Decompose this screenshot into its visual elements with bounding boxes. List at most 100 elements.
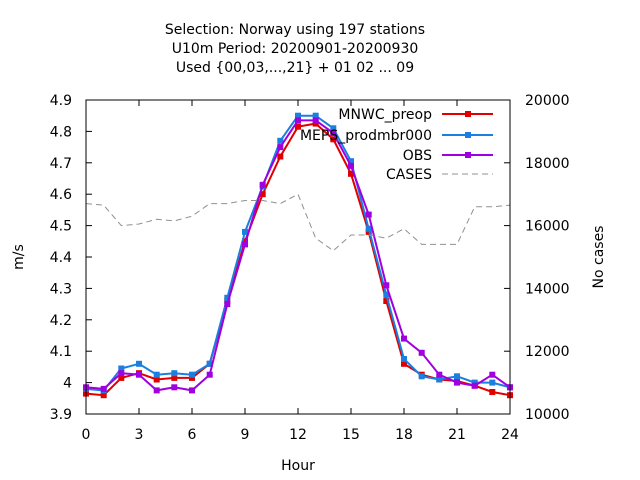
data-point [312, 120, 319, 127]
series-lines [83, 112, 513, 399]
data-point [489, 379, 496, 386]
data-point [171, 384, 178, 391]
data-point [153, 387, 160, 394]
series-line [85, 119, 511, 392]
legend-label: OBS [403, 148, 432, 164]
y-tick-label: 4.1 [50, 344, 72, 360]
data-point [224, 301, 231, 308]
y-tick-label: 3.9 [50, 407, 72, 423]
x-tick-label: 24 [501, 427, 519, 443]
data-point [259, 181, 266, 188]
x-tick-label: 12 [289, 427, 307, 443]
y-tick-label: 4 [63, 376, 72, 392]
data-point [401, 335, 407, 342]
data-point [312, 112, 319, 119]
legend-label: MEPS_prodmbr000 [300, 128, 432, 144]
data-point [383, 282, 390, 289]
data-point [348, 158, 354, 165]
data-point [295, 123, 301, 130]
chart-title: Selection: Norway using 197 stations U10m… [165, 22, 425, 76]
data-point [295, 112, 301, 119]
data-point [277, 137, 284, 144]
data-point [489, 371, 496, 378]
data-point [189, 374, 195, 381]
y-axis-label: m/s [11, 244, 27, 270]
data-point [418, 349, 425, 356]
data-point [118, 374, 125, 381]
y2-tick-label: 14000 [525, 281, 570, 297]
x-axis-label: Hour [281, 458, 315, 474]
legend-marker [465, 132, 471, 138]
series-line [85, 114, 511, 392]
data-point [454, 379, 460, 386]
y2-tick-label: 20000 [525, 93, 570, 109]
data-point [153, 371, 160, 378]
data-point [401, 356, 407, 362]
data-point [312, 117, 319, 124]
data-point [383, 298, 390, 304]
x-tick-label: 0 [82, 427, 91, 443]
data-point [189, 387, 195, 394]
data-point [189, 371, 195, 378]
data-point [418, 373, 425, 380]
y-tick-label: 4.4 [50, 250, 72, 266]
plot-frame [85, 99, 511, 415]
y2-tick-label: 10000 [525, 407, 570, 423]
data-point [100, 385, 107, 392]
legend-label: MNWC_preop [338, 107, 432, 123]
data-point [330, 125, 337, 132]
data-point [365, 211, 372, 218]
data-point [454, 373, 460, 380]
y2-tick-label: 12000 [525, 344, 570, 360]
data-point [153, 376, 160, 383]
legend-marker [465, 111, 471, 117]
data-point [118, 370, 125, 377]
y-tick-label: 4.6 [50, 187, 72, 203]
series-OBS [83, 117, 513, 394]
data-point [206, 360, 213, 367]
series-MEPS_prodmbr000 [83, 112, 513, 394]
data-point [171, 370, 178, 377]
data-point [171, 374, 178, 381]
y2-tick-label: 18000 [525, 156, 570, 172]
data-point [242, 228, 248, 235]
legend-label: CASES [386, 167, 432, 183]
data-point [136, 371, 142, 378]
data-point [436, 371, 443, 378]
y-tick-label: 4.2 [50, 313, 72, 329]
y2-axis-label: No cases [591, 226, 607, 289]
data-point [136, 360, 142, 367]
x-tick-label: 21 [448, 427, 466, 443]
y2-tick-label: 16000 [525, 219, 570, 235]
x-tick-label: 3 [135, 427, 144, 443]
x-tick-label: 9 [241, 427, 250, 443]
axis-ticks [85, 99, 511, 415]
series-CASES [85, 193, 511, 252]
data-point [401, 360, 407, 367]
series-line [85, 193, 511, 252]
x-tick-label: 6 [188, 427, 197, 443]
data-point [100, 392, 107, 399]
x-tick-label: 18 [395, 427, 413, 443]
data-point [471, 379, 478, 386]
data-point [436, 376, 443, 383]
data-point [489, 389, 496, 395]
tick-labels: 0 3 6 9 12 15 18 21 24 3.9 4 4.1 4.2 4.3 4.4 4.5 4.6 4.7 4… [50, 93, 570, 443]
data-point [330, 136, 337, 143]
data-point [224, 294, 231, 301]
chart-title-line: U10m Period: 20200901-20200930 [172, 41, 419, 57]
series-MNWC_preop [83, 120, 513, 399]
data-point [206, 371, 213, 378]
chart-title-line: Used {00,03,...,21} + 01 02 ... 09 [176, 60, 414, 76]
legend-marker [465, 152, 471, 158]
data-point [348, 162, 354, 169]
y-tick-label: 4.9 [50, 93, 72, 109]
data-point [242, 241, 248, 248]
data-point [259, 191, 266, 198]
data-point [295, 117, 301, 124]
data-point [118, 365, 125, 372]
data-point [471, 382, 478, 389]
y-tick-label: 4.3 [50, 281, 72, 297]
data-point [277, 153, 284, 160]
